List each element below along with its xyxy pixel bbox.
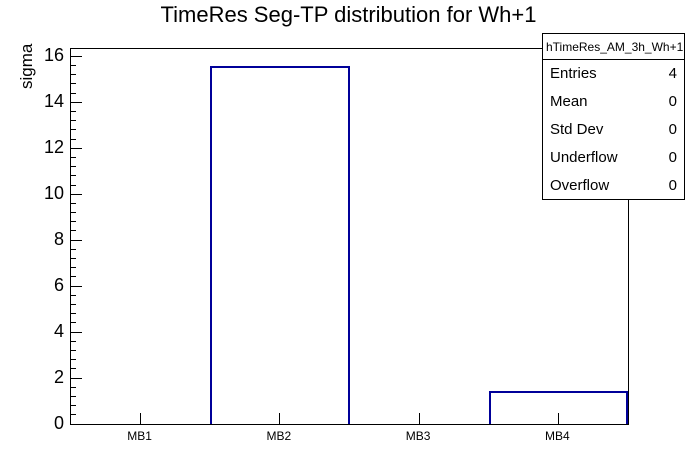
- y-minor-tick: [71, 74, 76, 76]
- y-major-tick: [71, 377, 82, 379]
- y-major-tick: [71, 239, 82, 241]
- y-minor-tick: [71, 405, 76, 407]
- x-tick: [279, 413, 281, 424]
- y-major-tick: [71, 147, 82, 149]
- y-minor-tick: [71, 395, 76, 397]
- y-minor-tick: [71, 359, 76, 361]
- stats-row-mean: Mean 0: [543, 88, 684, 116]
- y-minor-tick: [71, 120, 76, 122]
- x-tick: [140, 413, 142, 424]
- y-minor-tick: [71, 129, 76, 131]
- y-minor-tick: [71, 414, 76, 416]
- y-major-tick: [71, 423, 82, 425]
- y-tick-label: 14: [43, 91, 64, 112]
- x-tick: [557, 413, 559, 424]
- y-minor-tick: [71, 138, 76, 140]
- y-minor-tick: [71, 248, 76, 250]
- y-minor-tick: [71, 83, 76, 85]
- stats-box: hTimeRes_AM_3h_Wh+1 Entries 4 Mean 0 Std…: [542, 33, 685, 200]
- chart-title: TimeRes Seg-TP distribution for Wh+1: [160, 2, 537, 27]
- y-minor-tick: [71, 313, 76, 315]
- stats-row-overflow: Overflow 0: [543, 171, 684, 199]
- y-tick-label: 0: [53, 413, 64, 433]
- stats-row-entries: Entries 4: [543, 60, 684, 88]
- y-tick-label: 16: [43, 45, 64, 66]
- histogram-bar: [488, 391, 628, 424]
- x-tick-label: MB1: [127, 429, 152, 443]
- y-minor-tick: [71, 386, 76, 388]
- stats-value: 0: [668, 176, 677, 194]
- y-minor-tick: [71, 65, 76, 67]
- y-minor-tick: [71, 349, 76, 351]
- x-tick: [418, 413, 420, 424]
- y-tick-label: 4: [53, 321, 64, 342]
- plot-frame: [70, 48, 629, 425]
- y-minor-tick: [71, 304, 76, 305]
- y-major-tick: [71, 101, 82, 103]
- x-tick-label: MB2: [266, 429, 292, 443]
- y-minor-tick: [71, 175, 76, 177]
- y-tick-label: 6: [53, 275, 64, 296]
- y-minor-tick: [71, 340, 76, 342]
- y-minor-tick: [71, 294, 76, 296]
- y-minor-tick: [71, 111, 76, 112]
- stats-label: Entries: [550, 65, 597, 83]
- stats-row-stddev: Std Dev 0: [543, 116, 684, 144]
- y-minor-tick: [71, 184, 76, 186]
- y-major-tick: [71, 193, 82, 195]
- y-minor-tick: [71, 267, 76, 269]
- y-minor-tick: [71, 221, 76, 223]
- y-tick-label: 2: [53, 367, 64, 388]
- stats-label: Mean: [550, 93, 588, 111]
- stats-box-title: hTimeRes_AM_3h_Wh+1: [543, 34, 684, 60]
- stats-label: Overflow: [550, 176, 610, 194]
- y-minor-tick: [71, 322, 76, 324]
- y-tick-label: 8: [53, 229, 64, 250]
- stats-value: 4: [668, 65, 677, 83]
- y-minor-tick: [71, 276, 76, 278]
- y-major-tick: [71, 331, 82, 333]
- y-minor-tick: [71, 368, 76, 370]
- y-minor-tick: [71, 156, 76, 158]
- y-tick-label: 10: [43, 183, 64, 204]
- x-tick-label: MB4: [545, 429, 570, 443]
- stats-value: 0: [668, 120, 677, 138]
- y-minor-tick: [71, 258, 76, 260]
- histogram-bar: [210, 65, 350, 424]
- y-major-tick: [71, 285, 82, 287]
- y-minor-tick: [71, 92, 76, 94]
- stats-label: Std Dev: [550, 120, 604, 138]
- stats-row-underflow: Underflow 0: [543, 143, 684, 171]
- stats-rows: Entries 4 Mean 0 Std Dev 0 Underflow 0 O…: [543, 60, 684, 199]
- x-tick-label: MB3: [405, 429, 431, 443]
- stats-label: Underflow: [550, 148, 618, 166]
- y-minor-tick: [71, 212, 76, 214]
- y-minor-tick: [71, 202, 76, 204]
- y-major-tick: [71, 55, 82, 57]
- stats-value: 0: [668, 93, 677, 111]
- stats-value: 0: [668, 148, 677, 166]
- y-tick-label: 12: [43, 137, 64, 158]
- y-minor-tick: [71, 166, 76, 168]
- y-minor-tick: [71, 230, 76, 232]
